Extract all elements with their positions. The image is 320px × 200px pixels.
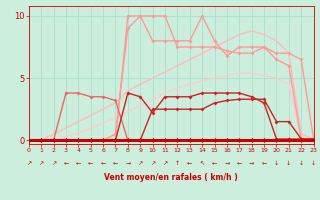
X-axis label: Vent moyen/en rafales ( km/h ): Vent moyen/en rafales ( km/h )	[104, 173, 238, 182]
